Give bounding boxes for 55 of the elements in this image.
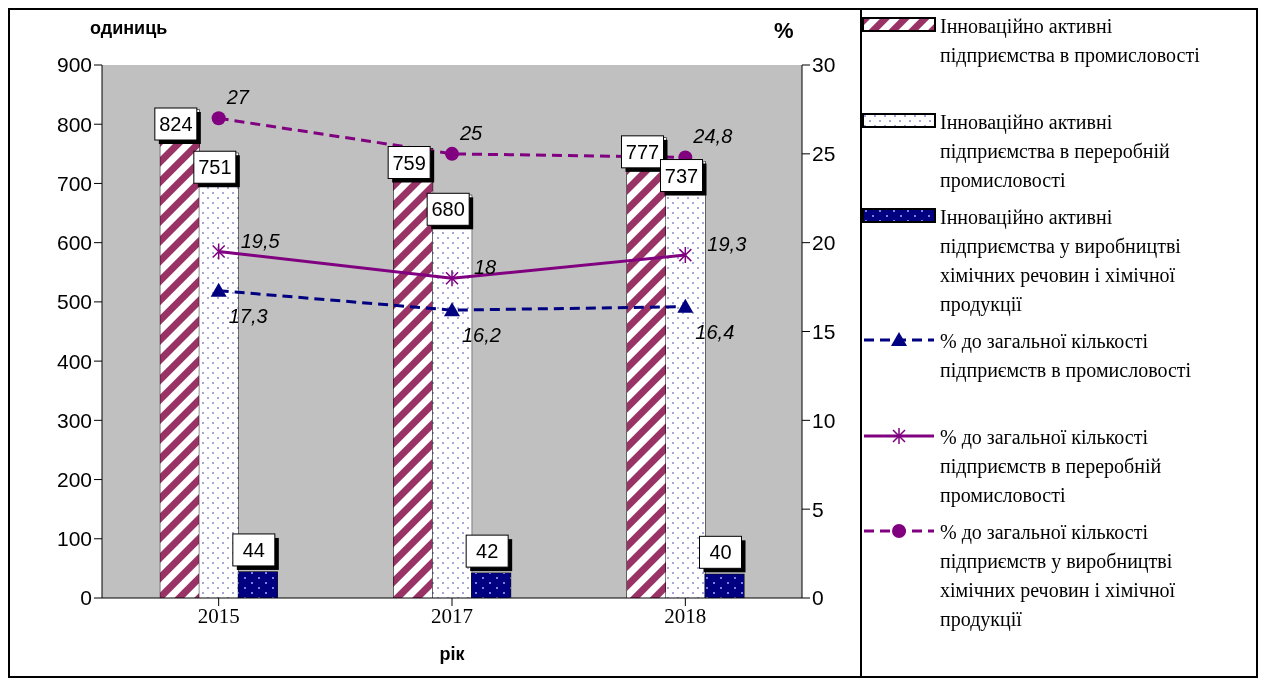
y2-tick-label: 10 [812, 408, 836, 432]
point [211, 242, 226, 261]
data-label: 27 [225, 86, 250, 109]
y-tick-label: 100 [56, 527, 92, 551]
y2-tick-label: 25 [812, 142, 836, 166]
y2-tick-label: 30 [812, 53, 836, 77]
y2-tick-label: 20 [812, 231, 836, 255]
data-label: 824 [159, 113, 193, 136]
legend-label: % до загальної кількості підприємств в переробній промисловості [940, 425, 1163, 509]
data-label: 24,8 [692, 125, 733, 148]
data-label: 19,5 [240, 229, 281, 252]
data-label: 44 [242, 538, 265, 561]
data-label: 16,4 [695, 320, 735, 343]
data-label: 16,2 [462, 324, 501, 347]
point [444, 302, 460, 317]
y-tick-label: 200 [56, 468, 92, 492]
legend-label: Інноваційно активні підприємства у виробництві хімічних речовин і хімічної продукції [940, 205, 1182, 318]
y-tick-label: 600 [56, 231, 92, 255]
point [445, 269, 459, 287]
data-label: 17,3 [228, 304, 268, 327]
data-label: 737 [664, 164, 699, 187]
y-axis-title: одиниць [90, 18, 168, 39]
point [445, 146, 459, 161]
x-tick-label: 2015 [197, 603, 240, 628]
data-label: 680 [431, 198, 465, 221]
y-tick-label: 400 [56, 349, 92, 373]
point [211, 111, 226, 126]
y2-tick-label: 15 [812, 319, 836, 343]
data-label: 777 [625, 140, 660, 163]
y-tick-label: 700 [56, 171, 92, 195]
y-tick-label: 800 [56, 112, 92, 136]
y-tick-label: 900 [56, 53, 92, 77]
data-label: 40 [709, 541, 732, 564]
point [677, 298, 694, 313]
x-tick-label: 2018 [664, 603, 707, 628]
y2-axis-title: % [774, 18, 794, 44]
data-label: 18 [474, 256, 497, 279]
y-tick-label: 0 [80, 586, 92, 610]
data-label: 25 [459, 121, 484, 144]
legend-label: % до загальної кількості підприємств у виробництві хімічних речовин і хімічної продукції [940, 520, 1177, 633]
y2-tick-label: 0 [812, 586, 824, 610]
legend-label: Інноваційно активні підприємства в промисловості [940, 14, 1201, 69]
x-axis-title: рік [439, 644, 466, 664]
point [210, 282, 227, 297]
x-tick-label: 2017 [431, 603, 473, 628]
point [678, 246, 693, 264]
y-tick-label: 300 [56, 408, 92, 432]
y2-tick-label: 5 [812, 497, 824, 521]
data-label: 759 [392, 151, 426, 174]
data-label: 19,3 [707, 233, 747, 256]
data-label: 42 [476, 540, 499, 563]
y-tick-label: 500 [56, 290, 92, 314]
legend-label: % до загальної кількості підприємств в промисловості [940, 329, 1193, 384]
legend-label: Інноваційно активні підприємства в переробній промисловості [940, 110, 1171, 194]
data-label: 751 [198, 156, 232, 179]
